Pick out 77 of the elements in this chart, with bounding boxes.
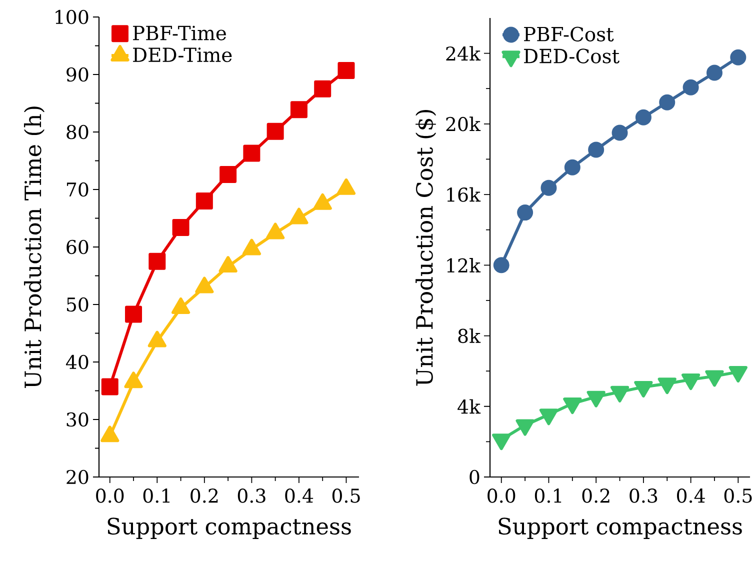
y-tick-label: 40 — [66, 354, 88, 370]
point — [195, 276, 214, 294]
point — [635, 109, 652, 126]
legend-label: DED-Time — [133, 48, 232, 62]
point — [172, 218, 190, 236]
point — [218, 256, 238, 273]
point — [658, 378, 676, 394]
point — [517, 204, 534, 221]
x-tick-label: 0.3 — [238, 488, 266, 503]
point — [148, 330, 166, 348]
point — [682, 79, 699, 96]
point — [705, 370, 724, 387]
point — [610, 386, 630, 402]
point — [242, 238, 261, 256]
point — [493, 257, 510, 274]
point — [540, 180, 557, 196]
x-tick-label: 0.1 — [143, 488, 170, 503]
point — [612, 124, 628, 141]
x-tick-label: 0.2 — [582, 488, 610, 503]
y-axis-title: Unit Production Cost ($) — [416, 110, 436, 386]
y-tick-label: 90 — [66, 67, 88, 82]
point — [290, 101, 308, 118]
point — [100, 426, 120, 442]
x-tick-label: 0.2 — [190, 488, 218, 503]
x-tick-label: 0.4 — [285, 488, 314, 503]
point — [728, 366, 748, 382]
point — [586, 390, 606, 408]
x-tick-label: 0.1 — [534, 488, 562, 503]
y-tick-label: 30 — [66, 412, 88, 427]
point — [220, 166, 237, 184]
y-tick-label: 16k — [447, 187, 481, 202]
point — [171, 297, 190, 314]
y-tick-label: 0 — [470, 470, 480, 484]
point — [313, 193, 332, 210]
y-tick-label: 12k — [447, 258, 481, 272]
x-axis-title: Support compactness — [498, 518, 742, 539]
point — [148, 252, 166, 270]
point — [516, 419, 534, 436]
point — [290, 208, 308, 224]
point — [539, 408, 558, 426]
point — [588, 142, 604, 158]
point — [659, 94, 676, 110]
y-axis-title: Unit Production Time (h) — [24, 106, 45, 388]
point — [314, 80, 332, 98]
y-tick-label: 80 — [66, 124, 88, 140]
point — [266, 122, 284, 140]
x-tick-label: 0.0 — [488, 488, 516, 503]
y-tick-label: 100 — [56, 10, 88, 24]
x-tick-label: 0.0 — [96, 488, 124, 503]
y-tick-label: 20k — [446, 116, 481, 132]
y-tick-label: 8k — [458, 328, 481, 344]
point — [492, 434, 511, 450]
legend-label: PBF-Time — [133, 26, 226, 40]
x-tick-label: 0.4 — [677, 488, 705, 503]
point — [564, 159, 580, 176]
point — [563, 398, 582, 414]
x-tick-label: 0.5 — [724, 488, 752, 503]
point — [634, 380, 653, 398]
y-tick-label: 20 — [66, 470, 88, 484]
y-tick-label: 70 — [66, 182, 88, 197]
legend-label: DED-Cost — [524, 48, 620, 64]
y-tick-label: 4k — [458, 399, 481, 414]
y-tick-label: 50 — [67, 297, 88, 312]
x-axis-title: Support compactness — [108, 518, 351, 539]
x-tick-label: 0.5 — [332, 488, 360, 503]
legend-label: PBF-Cost — [524, 26, 614, 42]
y-tick-label: 24k — [446, 46, 481, 60]
point — [338, 62, 355, 79]
point — [243, 144, 260, 162]
point — [730, 49, 746, 66]
x-tick-label: 0.3 — [630, 488, 658, 503]
point — [706, 64, 722, 81]
point — [124, 372, 143, 388]
point — [196, 192, 213, 210]
y-tick-label: 60 — [66, 240, 88, 254]
point — [266, 222, 285, 240]
point — [682, 374, 700, 390]
